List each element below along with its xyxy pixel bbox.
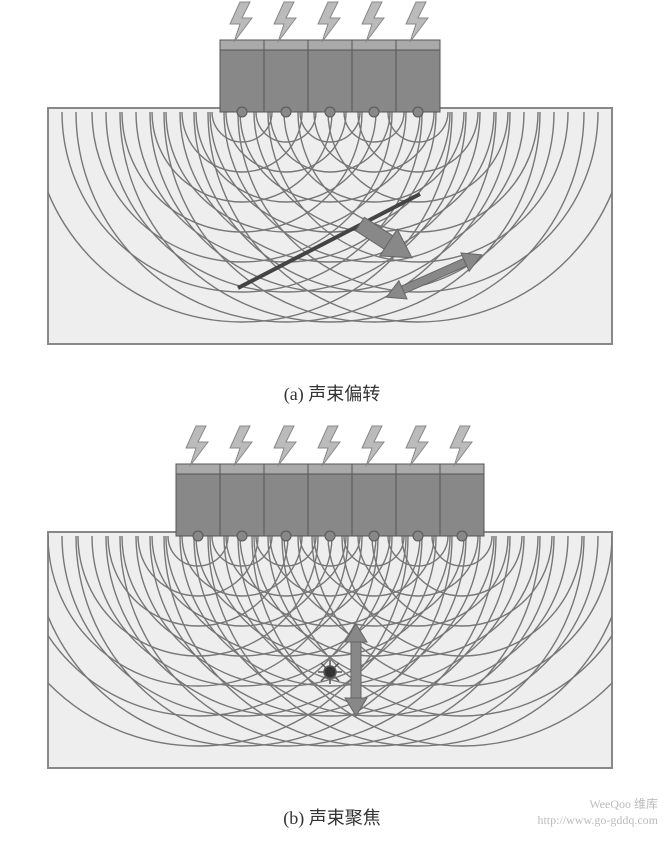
sample-block — [48, 532, 612, 768]
lightning-icons — [230, 2, 428, 42]
diagram-b — [0, 424, 664, 794]
sample-block — [48, 108, 612, 344]
focus-point-icon — [318, 660, 342, 684]
lightning-icons — [186, 426, 472, 466]
watermark-text-1: WeeQoo 维库 — [589, 795, 658, 812]
transducer-array — [220, 40, 440, 117]
diagram-a — [0, 0, 664, 370]
caption-a: (a) 声束偏转 — [0, 380, 664, 406]
transducer-array — [176, 464, 484, 541]
